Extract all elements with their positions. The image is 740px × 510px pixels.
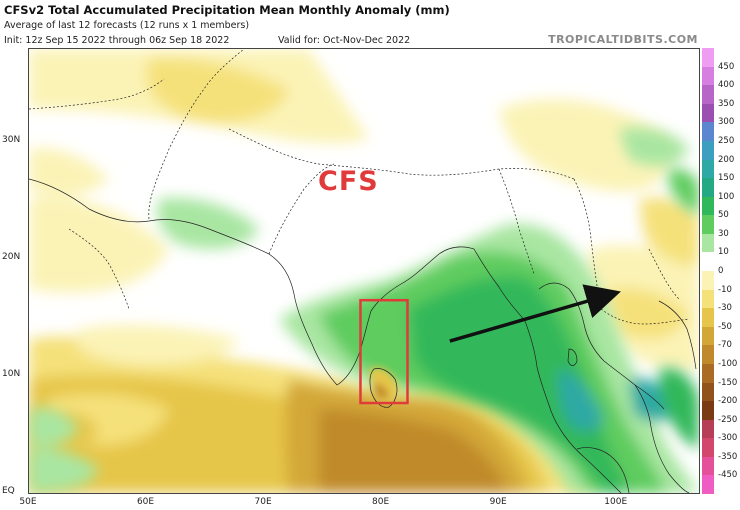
anomaly-map xyxy=(28,48,700,494)
colorbar-swatch xyxy=(702,48,714,68)
lon-tick-label: 70E xyxy=(254,497,272,507)
lon-tick-label: 100E xyxy=(604,497,628,507)
colorbar-swatch xyxy=(702,103,714,123)
valid-period-label: Valid for: Oct-Nov-Dec 2022 xyxy=(278,35,411,46)
sri-lanka-dry-spot xyxy=(369,367,399,404)
lat-tick-label: 30N xyxy=(2,135,21,146)
anomaly-field xyxy=(29,49,699,493)
lat-tick-label: 10N xyxy=(2,369,21,380)
colorbar-swatch xyxy=(702,401,714,421)
highlight-box xyxy=(359,298,409,405)
colorbar-swatch xyxy=(702,215,714,235)
colorbar-level-label: 300 xyxy=(718,117,735,128)
colorbar-swatch xyxy=(702,363,714,383)
colorbar-swatch xyxy=(702,419,714,439)
colorbar-level-label: -70 xyxy=(718,340,732,351)
chart-header: CFSv2 Total Accumulated Precipitation Me… xyxy=(0,0,740,48)
dry-anomaly-layer xyxy=(29,49,699,493)
colorbar-swatch xyxy=(702,140,714,160)
colorbar-level-label: 400 xyxy=(718,80,735,91)
lon-tick-label: 90E xyxy=(489,497,507,507)
map-canvas xyxy=(29,49,699,493)
colorbar-level-label: 250 xyxy=(718,135,735,146)
colorbar-swatch xyxy=(702,66,714,86)
colorbar-level-label: -250 xyxy=(718,414,738,425)
trend-arrow xyxy=(449,284,621,343)
colorbar-level-label: 350 xyxy=(718,98,735,109)
colorbar-level-label: 0 xyxy=(718,266,724,276)
lon-tick-label: 50E xyxy=(19,497,37,507)
colorbar-swatch xyxy=(702,85,714,105)
colorbar-level-label: 200 xyxy=(718,154,735,165)
colorbar-level-label: -350 xyxy=(718,451,738,462)
lon-tick-label: 80E xyxy=(372,497,390,507)
colorbar-level-label: -50 xyxy=(718,321,732,332)
colorbar-level-label: -150 xyxy=(718,377,738,388)
lat-tick-label: 20N xyxy=(2,252,21,263)
colorbar-swatch xyxy=(702,345,714,365)
colorbar-swatch xyxy=(702,308,714,328)
colorbar-level-label: 450 xyxy=(718,61,735,72)
colorbar-swatch xyxy=(702,271,714,291)
colorbar-swatch xyxy=(702,456,714,476)
colorbar-level-label: 50 xyxy=(718,210,729,221)
lat-tick-label: EQ xyxy=(2,486,15,496)
colorbar-level-label: 100 xyxy=(718,191,735,202)
colorbar-level-label: -200 xyxy=(718,396,738,407)
colorbar-swatch xyxy=(702,122,714,142)
colorbar-level-label: -300 xyxy=(718,433,738,444)
colorbar-level-label: -30 xyxy=(718,303,732,314)
colorbar-level-label: -100 xyxy=(718,358,738,369)
colorbar-level-label: 10 xyxy=(718,247,729,258)
colorbar-level-label: -10 xyxy=(718,284,732,295)
lon-tick-label: 60E xyxy=(136,497,155,507)
colorbar-level-label: 30 xyxy=(718,228,729,239)
cfs-annotation: CFS xyxy=(318,166,379,197)
chart-subtitle: Average of last 12 forecasts (12 runs x … xyxy=(4,20,250,31)
colorbar-swatch xyxy=(702,159,714,179)
colorbar-swatch xyxy=(702,289,714,309)
init-time-label: Init: 12z Sep 15 2022 through 06z Sep 18… xyxy=(4,35,230,46)
brand-watermark: TROPICALTIDBITS.COM xyxy=(548,33,698,46)
colorbar-level-label: 150 xyxy=(718,173,735,184)
colorbar-swatch xyxy=(702,382,714,402)
colorbar-swatch xyxy=(702,438,714,458)
chart-title: CFSv2 Total Accumulated Precipitation Me… xyxy=(4,3,450,17)
colorbar-swatch xyxy=(702,196,714,216)
colorbar-level-label: -450 xyxy=(718,470,738,481)
colorbar-swatch xyxy=(702,233,714,253)
colorbar-swatch xyxy=(702,178,714,198)
colorbar xyxy=(702,48,714,495)
colorbar-swatch xyxy=(702,475,714,495)
colorbar-swatch xyxy=(702,326,714,346)
colorbar-swatch xyxy=(702,252,714,272)
